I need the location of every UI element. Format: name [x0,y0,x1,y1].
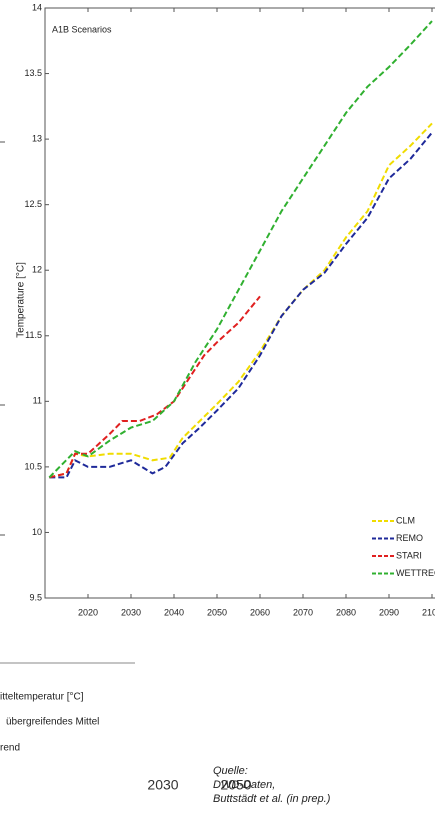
legend-label: WETTREG [396,568,435,578]
left-fragment [0,141,5,536]
y-tick-label: 13.5 [24,68,42,78]
series-line [48,20,433,479]
chart-title: A1B Scenarios [52,24,112,34]
plot-frame [44,7,435,599]
legend-label: CLM [396,515,415,525]
x-tick-label: 2100 [422,607,435,617]
x-tick-label: 2020 [78,607,98,617]
y-axis-label: Temperature [°C] [16,262,27,338]
y-tick-label: 9.5 [29,592,42,602]
source-text: Buttstädt et al. (in prep.) [213,793,331,805]
y-tick-label: 11 [33,396,42,406]
legend-label: REMO [396,533,423,543]
y-tick-label: 11.5 [25,330,42,340]
x-tick-label: 2030 [121,607,141,617]
x-tick-label: 2060 [250,607,270,617]
y-tick-label: 10.5 [24,461,42,471]
legend-label: STARI [396,550,422,560]
fragment-x-tick-label: 2030 [147,777,178,793]
x-tick-label: 2040 [164,607,184,617]
y-tick-label: 12.5 [24,199,42,209]
fragment-legend-text: übergreifendes Mittel [6,717,99,728]
series-line [49,131,433,479]
series-line [49,122,433,479]
x-tick-label: 2090 [379,607,399,617]
fragment-legend-text: itteltemperatur [°C] [0,692,84,703]
source-text: Quelle: [213,765,248,777]
fragment-legend-text: rend [0,743,20,754]
y-tick-label: 14 [32,2,42,12]
x-tick-label: 2080 [336,607,356,617]
x-tick-label: 2050 [207,607,227,617]
y-tick-label: 12 [32,265,42,275]
x-tick-label: 2070 [293,607,313,617]
source-text: DWD-Daten, [213,779,275,791]
y-tick-label: 10 [32,527,42,537]
y-tick-label: 13 [32,133,42,143]
series-line [49,295,261,479]
fragment-x-tick-label: 2050 [220,777,251,793]
